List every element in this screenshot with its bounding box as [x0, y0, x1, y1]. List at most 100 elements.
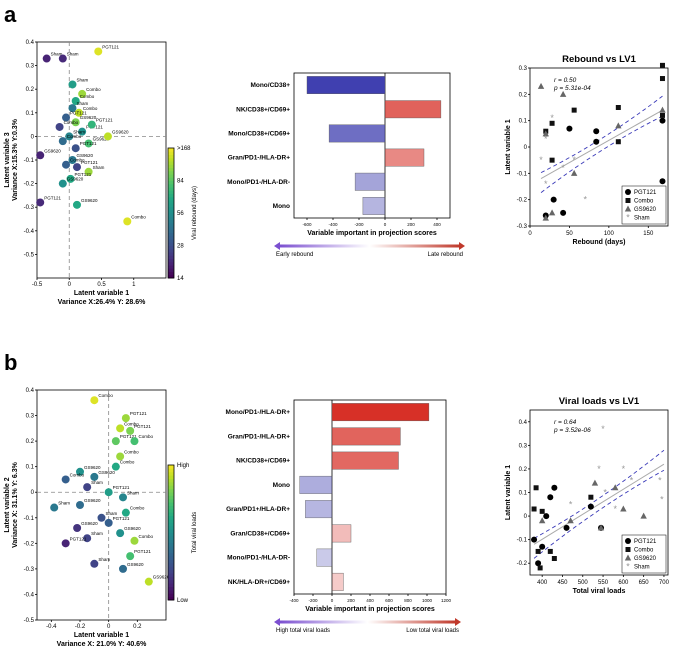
- point-sham: *: [597, 464, 601, 474]
- point-label: Sham: [76, 77, 88, 82]
- scatter-point: [90, 559, 99, 568]
- point-gs9620: [591, 479, 599, 486]
- point-label: Combo: [67, 134, 82, 139]
- colorbar-segment: [168, 222, 174, 227]
- y-tick-label: 0: [31, 134, 35, 140]
- scatter-point: [123, 217, 132, 226]
- point-label: PGT121: [113, 516, 130, 521]
- point-label: PGT121: [80, 141, 97, 146]
- point-combo: [659, 76, 665, 82]
- point-gs9620: [620, 505, 627, 512]
- x-tick-label: -200: [308, 598, 318, 603]
- point-combo: [571, 107, 577, 113]
- point-pgt121: [551, 484, 558, 491]
- scatter-point: [116, 529, 125, 538]
- colorbar-frame: [167, 464, 175, 601]
- colorbar-segment: [168, 559, 174, 564]
- stats-r: r = 0.50: [554, 77, 577, 84]
- x-tick-label: 600: [385, 598, 393, 603]
- point-combo: [588, 494, 594, 500]
- scatter-point: [65, 132, 74, 141]
- point-gs9620: [567, 517, 574, 524]
- vip-bar: [306, 76, 386, 94]
- scatter-point: [84, 167, 93, 176]
- point-label: Combo: [83, 106, 98, 111]
- point-label: PGT121: [96, 118, 113, 123]
- point-label: GS9620: [93, 136, 110, 141]
- point-combo: [535, 548, 541, 554]
- scatter-point: [119, 493, 127, 502]
- x-axis-title: Total viral loads: [573, 588, 626, 595]
- colorbar-segment: [168, 232, 174, 237]
- point-label: GS9620: [76, 153, 93, 158]
- colorbar-tick-label: High: [177, 463, 189, 469]
- category-label: NK/CD38+/CD69+: [236, 106, 290, 113]
- x-axis-title: Variable important in projection scores: [307, 230, 437, 237]
- point-combo: [625, 198, 631, 203]
- legend-label: PGT121: [634, 539, 657, 545]
- colorbar-segment: [168, 151, 174, 155]
- y-tick-label: -0.1: [517, 538, 528, 544]
- arrow-shaft: [279, 620, 456, 624]
- point-label: GS9620: [127, 562, 144, 567]
- x-tick-label: 1200: [441, 598, 452, 603]
- colorbar-tick-label: Low: [177, 598, 189, 604]
- point-label: GS9620: [84, 498, 101, 503]
- y-tick-label: -0.4: [24, 592, 35, 598]
- x-tick-label: 700: [659, 580, 670, 586]
- x-tick-label: 0: [331, 598, 334, 603]
- plot-frame: [36, 41, 167, 279]
- scatter-point: [62, 113, 71, 122]
- vip-bar: [305, 500, 333, 519]
- point-pgt121: [563, 524, 570, 531]
- point-combo: [533, 485, 539, 491]
- vip-bar: [299, 475, 333, 494]
- stats-p: p = 3.52e-06: [553, 427, 591, 434]
- colorbar-segment: [168, 485, 174, 490]
- y-tick-label: -0.2: [24, 541, 35, 547]
- x-tick-label: 0: [384, 222, 387, 227]
- y-tick-label: 0.4: [519, 420, 528, 426]
- arrow-shaft: [279, 244, 460, 248]
- scatter-point: [83, 483, 92, 492]
- arrow-label-left: High total viral loads: [276, 628, 330, 634]
- y-tick-label: -0.2: [517, 198, 528, 204]
- panel-a-rebound-regression: Rebound vs LV1 0 50 100 150 -0.3 -0.2 -0.1 0 0.1 0…: [505, 54, 669, 246]
- point-pgt121: [550, 196, 557, 203]
- point-label: Sham: [93, 165, 105, 170]
- legend-label: Combo: [634, 548, 654, 554]
- regression-line: [540, 109, 663, 180]
- scatter-point: [76, 501, 84, 509]
- chart-title: Rebound vs LV1: [562, 54, 636, 65]
- colorbar-tick-label: 84: [177, 179, 184, 185]
- x-tick-label: 550: [598, 580, 609, 586]
- stats-p: p = 5.31e-04: [553, 85, 591, 92]
- x-tick-label: 100: [604, 231, 615, 237]
- point-pgt121: [593, 138, 600, 145]
- colorbar-segment: [168, 161, 174, 165]
- x-tick-label: 400: [433, 222, 441, 227]
- point-pgt121: [547, 494, 554, 501]
- category-label: NK/HLA-DR+/CD69+: [228, 579, 290, 586]
- y-tick-label: 0.3: [519, 66, 528, 72]
- colorbar-tick-label: 14: [177, 276, 184, 282]
- scatter-point: [68, 156, 77, 164]
- colorbar-segment: [168, 542, 174, 547]
- colorbar-segment: [168, 268, 174, 272]
- point-label: PGT121: [113, 485, 130, 490]
- point-gs9620: [659, 106, 666, 113]
- point-label: Combo: [86, 87, 101, 92]
- legend-label: PGT121: [634, 190, 657, 196]
- y-tick-label: 0.4: [26, 388, 35, 394]
- scatter-point: [73, 524, 82, 532]
- point-label: PGT121: [44, 195, 61, 200]
- y-tick-label: 0: [31, 490, 35, 496]
- colorbar-segment: [168, 519, 174, 523]
- vip-bar: [328, 124, 386, 143]
- colorbar-segment: [168, 229, 174, 233]
- panel-b-viral-loads-regression: Viral loads vs LV1 400 450 500 550 600 650 700 -…: [505, 396, 670, 595]
- colorbar-segment: [168, 157, 174, 162]
- y-tick-label: -0.5: [24, 618, 35, 624]
- point-gs9620: [615, 122, 622, 129]
- colorbar-segment: [168, 213, 174, 217]
